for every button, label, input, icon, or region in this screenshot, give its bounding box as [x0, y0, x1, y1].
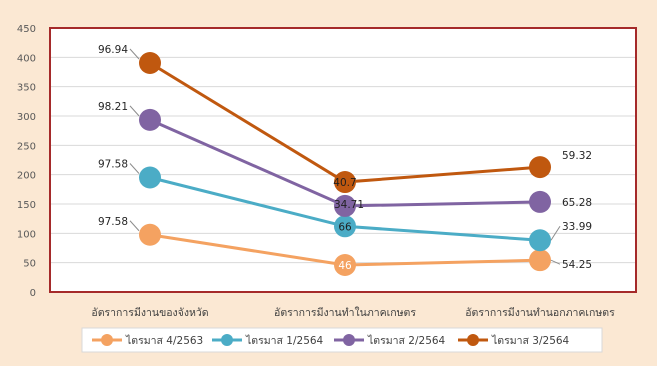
plot-border — [49, 27, 637, 293]
legend-label-4: ไตรมาส 3/2564 — [491, 334, 570, 347]
data-label: 97.58 — [98, 216, 128, 228]
data-point-1-2 — [334, 254, 356, 277]
legend-marker-4 — [467, 334, 479, 346]
leader-line — [550, 225, 561, 241]
leader-line — [129, 105, 140, 117]
data-point-2-2 — [334, 215, 356, 238]
leader-line — [129, 48, 140, 60]
data-label: 40.7 — [333, 177, 356, 189]
y-tick-label: 300 — [17, 112, 36, 123]
data-point-1-3 — [529, 249, 551, 272]
data-point-1-1 — [139, 223, 161, 246]
legend-label-2: ไตรมาส 1/2564 — [245, 334, 324, 347]
y-tick-label: 50 — [23, 259, 36, 270]
data-label: 34.71 — [334, 199, 364, 211]
y-tick-label: 400 — [17, 53, 36, 64]
data-label: 96.94 — [98, 44, 128, 56]
leader-line — [129, 163, 140, 174]
legend-label-3: ไตรมาส 2/2564 — [367, 334, 446, 347]
y-tick-label: 150 — [17, 200, 36, 211]
data-label: 46 — [338, 260, 352, 272]
data-label: 59.32 — [562, 150, 592, 162]
data-label: 98.21 — [98, 101, 128, 113]
leader-line — [129, 220, 140, 232]
y-tick-label: 350 — [17, 83, 36, 94]
data-point-3-3 — [529, 190, 551, 213]
x-category-label: อัตราการมีงานของจังหวัด — [91, 306, 208, 319]
data-label: 65.28 — [562, 197, 592, 209]
y-tick-label: 200 — [17, 171, 36, 182]
x-category-label: อัตราการมีงานทำนอกภาคเกษตร — [465, 306, 615, 319]
data-point-4-1 — [139, 52, 161, 75]
data-point-3-2 — [334, 194, 356, 217]
data-label: 66 — [338, 221, 352, 233]
y-tick-label: 250 — [17, 141, 36, 152]
leader-line — [550, 259, 561, 265]
legend-marker-1 — [101, 334, 113, 346]
legend-marker-2 — [221, 334, 233, 346]
y-tick-label: 450 — [17, 24, 36, 35]
data-label: 97.58 — [98, 159, 128, 171]
y-tick-label: 0 — [30, 288, 36, 299]
y-tick-label: 100 — [17, 229, 36, 240]
legend-label-1: ไตรมาส 4/2563 — [125, 334, 203, 347]
data-point-2-3 — [529, 229, 551, 252]
data-point-2-1 — [139, 166, 161, 189]
data-point-3-1 — [139, 108, 161, 131]
x-category-label: อัตราการมีงานทำในภาคเกษตร — [274, 306, 416, 319]
data-point-4-3 — [529, 156, 551, 179]
data-label: 54.25 — [562, 259, 592, 271]
data-point-4-2 — [334, 171, 356, 194]
data-label: 33.99 — [562, 221, 592, 233]
legend-marker-3 — [343, 334, 355, 346]
